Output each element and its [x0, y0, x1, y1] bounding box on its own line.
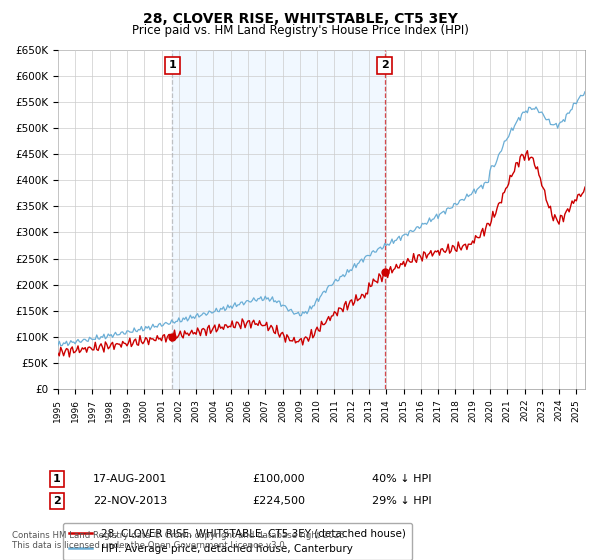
- Text: 17-AUG-2001: 17-AUG-2001: [93, 474, 167, 484]
- Text: 29% ↓ HPI: 29% ↓ HPI: [372, 496, 431, 506]
- Bar: [172, 50, 385, 389]
- Text: 2: 2: [53, 496, 61, 506]
- Text: Price paid vs. HM Land Registry's House Price Index (HPI): Price paid vs. HM Land Registry's House …: [131, 24, 469, 36]
- Text: 40% ↓ HPI: 40% ↓ HPI: [372, 474, 431, 484]
- Text: 1: 1: [169, 60, 176, 71]
- Text: 28, CLOVER RISE, WHITSTABLE, CT5 3EY: 28, CLOVER RISE, WHITSTABLE, CT5 3EY: [143, 12, 457, 26]
- Text: 1: 1: [53, 474, 61, 484]
- Text: 2: 2: [380, 60, 388, 71]
- Text: 22-NOV-2013: 22-NOV-2013: [93, 496, 167, 506]
- Legend: 28, CLOVER RISE, WHITSTABLE, CT5 3EY (detached house), HPI: Average price, detac: 28, CLOVER RISE, WHITSTABLE, CT5 3EY (de…: [63, 522, 412, 560]
- Text: £100,000: £100,000: [252, 474, 305, 484]
- Text: £224,500: £224,500: [252, 496, 305, 506]
- Text: Contains HM Land Registry data © Crown copyright and database right 2025.
This d: Contains HM Land Registry data © Crown c…: [12, 530, 347, 550]
